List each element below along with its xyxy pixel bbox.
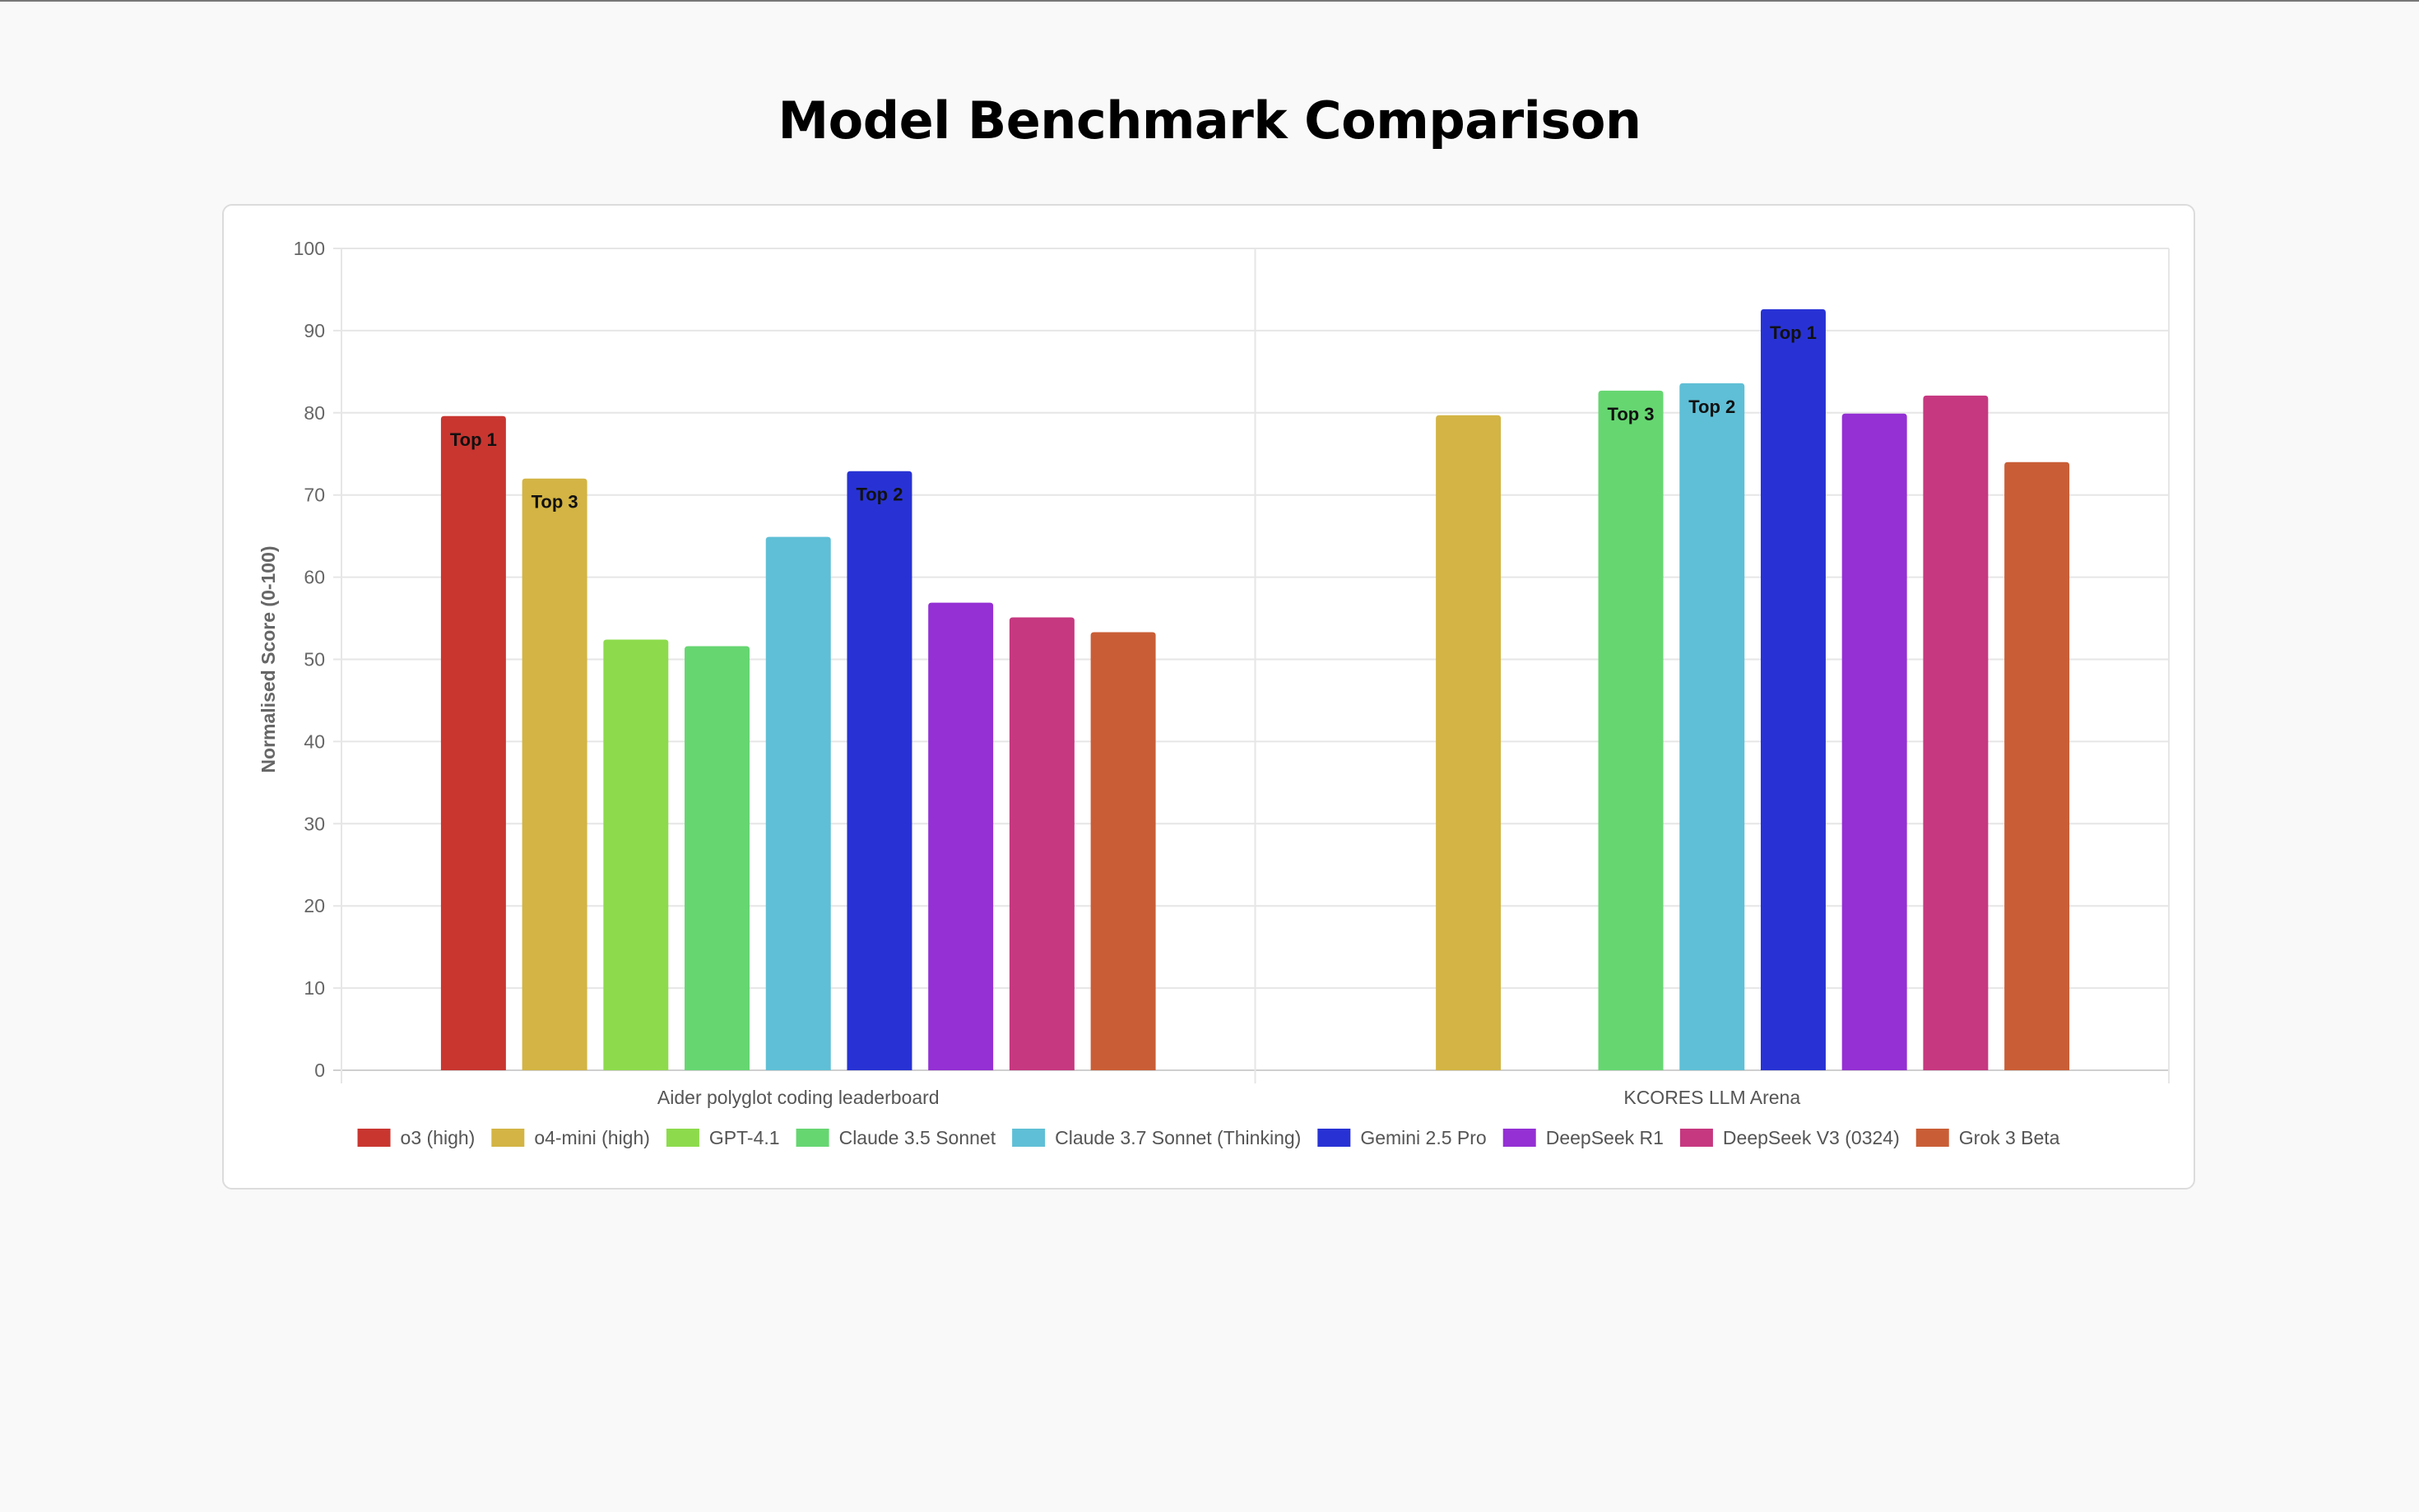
x-tick-label: Aider polyglot coding leaderboard: [657, 1087, 940, 1108]
y-tick-label: 70: [304, 485, 325, 506]
y-tick-label: 20: [304, 895, 325, 916]
y-tick-label: 80: [304, 402, 325, 424]
legend-item[interactable]: DeepSeek R1: [1502, 1127, 1664, 1148]
legend-item[interactable]: GPT-4.1: [666, 1127, 780, 1148]
legend-label: o3 (high): [401, 1127, 476, 1148]
legend: o3 (high) o4-mini (high) GPT-4.1 Claude 3.5…: [357, 1127, 2060, 1148]
legend-label: Grok 3 Beta: [1959, 1127, 2060, 1148]
y-axis-title: Normalised Score (0-100): [258, 545, 279, 772]
legend-label: Claude 3.5 Sonnet: [839, 1127, 996, 1148]
bar-0-4[interactable]: [765, 536, 831, 1070]
bars: [440, 308, 2070, 1070]
y-tick-label: 90: [304, 320, 325, 341]
bar-1-6[interactable]: [1841, 413, 1907, 1070]
bar-0-5[interactable]: [847, 471, 912, 1070]
bar-1-7[interactable]: [1923, 395, 1989, 1070]
y-tick-label: 40: [304, 730, 325, 752]
bar-1-4[interactable]: [1679, 383, 1745, 1070]
legend-item[interactable]: Claude 3.5 Sonnet: [796, 1127, 996, 1148]
legend-item[interactable]: o3 (high): [357, 1127, 476, 1148]
legend-label: DeepSeek R1: [1546, 1127, 1664, 1148]
y-tick-label: 50: [304, 649, 325, 670]
legend-swatch: [357, 1129, 391, 1147]
bar-rank-label: Top 1: [1770, 322, 1817, 343]
bar-rank-label: Top 2: [1688, 397, 1735, 417]
bar-0-8[interactable]: [1090, 632, 1156, 1070]
legend-swatch: [1012, 1129, 1046, 1147]
bar-rank-label: Top 2: [856, 485, 903, 505]
page-title: Model Benchmark Comparison: [778, 90, 1641, 151]
legend-swatch: [1502, 1129, 1536, 1147]
x-axis-ticks: Aider polyglot coding leaderboard KCORES …: [657, 1087, 1800, 1108]
legend-item[interactable]: o4-mini (high): [491, 1127, 650, 1148]
legend-item[interactable]: Gemini 2.5 Pro: [1317, 1127, 1487, 1148]
y-tick-label: 10: [304, 977, 325, 999]
y-axis-ticks: 0 10 20 30 40 50 60 70 80 90 100: [294, 238, 325, 1081]
y-tick-label: 60: [304, 567, 325, 588]
legend-swatch: [666, 1129, 699, 1147]
legend-item[interactable]: Claude 3.7 Sonnet (Thinking): [1012, 1127, 1301, 1148]
legend-swatch: [1915, 1129, 1949, 1147]
legend-item[interactable]: DeepSeek V3 (0324): [1679, 1127, 1900, 1148]
bar-1-3[interactable]: [1598, 390, 1664, 1070]
chart-card: 0 10 20 30 40 50 60 70 80 90 100 Top 1 Top 3 Top 2 To…: [222, 204, 2195, 1190]
y-tick-label: 100: [294, 238, 325, 259]
legend-swatch: [491, 1129, 525, 1147]
y-tick-label: 0: [314, 1060, 325, 1081]
bar-0-0[interactable]: [440, 415, 506, 1070]
bar-1-1[interactable]: [1436, 415, 1502, 1070]
bar-rank-label: Top 3: [532, 492, 578, 513]
bar-1-5[interactable]: [1760, 308, 1826, 1070]
legend-label: GPT-4.1: [709, 1127, 780, 1148]
bar-0-1[interactable]: [522, 478, 587, 1070]
bar-1-8[interactable]: [2004, 461, 2070, 1070]
legend-label: Claude 3.7 Sonnet (Thinking): [1055, 1127, 1301, 1148]
legend-swatch: [1317, 1129, 1351, 1147]
legend-label: DeepSeek V3 (0324): [1723, 1127, 1900, 1148]
bar-0-7[interactable]: [1009, 617, 1075, 1070]
bar-labels: Top 1 Top 3 Top 2 Top 3 Top 2 Top 1: [450, 322, 1817, 513]
bar-0-2[interactable]: [603, 639, 669, 1070]
legend-label: o4-mini (high): [534, 1127, 650, 1148]
y-tick-label: 30: [304, 813, 325, 834]
legend-swatch: [1679, 1129, 1713, 1147]
bar-rank-label: Top 3: [1608, 404, 1655, 424]
bar-rank-label: Top 1: [450, 429, 497, 450]
legend-swatch: [796, 1129, 829, 1147]
x-tick-label: KCORES LLM Arena: [1623, 1087, 1800, 1108]
bar-0-3[interactable]: [685, 646, 750, 1070]
legend-item[interactable]: Grok 3 Beta: [1915, 1127, 2060, 1148]
bar-0-6[interactable]: [928, 602, 994, 1070]
legend-label: Gemini 2.5 Pro: [1360, 1127, 1486, 1148]
